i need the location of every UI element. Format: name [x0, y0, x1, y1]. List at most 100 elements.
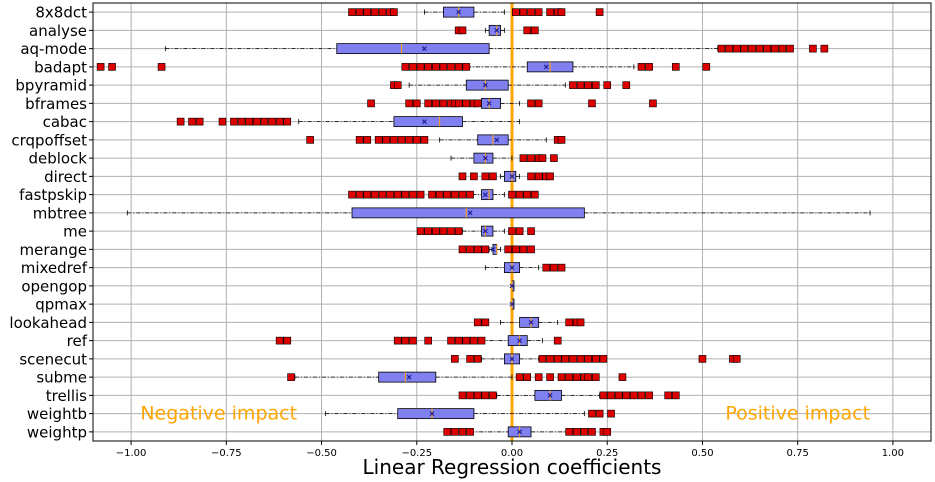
- box-group-trellis: [458, 389, 680, 401]
- box-group-mbtree: [126, 207, 871, 219]
- y-tick-label: direct: [44, 168, 87, 186]
- outlier-point: [393, 81, 402, 89]
- outlier-point: [515, 190, 524, 199]
- outlier-point: [424, 227, 433, 235]
- outlier-point: [489, 391, 497, 400]
- outlier-point: [489, 172, 497, 181]
- outlier-point: [473, 99, 482, 108]
- y-tick-label: qpmax: [35, 296, 87, 314]
- outlier-point: [306, 136, 314, 144]
- outlier-point: [447, 336, 455, 345]
- box-group-opengop: [509, 280, 515, 292]
- box-iqr: [481, 97, 501, 109]
- outlier-point: [390, 8, 398, 16]
- outlier-point: [157, 63, 166, 71]
- mean-marker: [517, 338, 523, 344]
- outlier-point: [649, 99, 657, 108]
- outlier-point: [409, 336, 417, 345]
- mean-marker: [421, 119, 427, 125]
- outlier-point: [378, 190, 387, 199]
- y-tick-label: badapt: [34, 58, 87, 76]
- outlier-point: [557, 136, 566, 144]
- outlier-point: [470, 172, 478, 181]
- annotation-label: Negative impact: [140, 403, 297, 425]
- outlier-point: [268, 117, 276, 126]
- box-iqr: [507, 335, 528, 347]
- box-iqr: [465, 79, 509, 91]
- outlier-point: [732, 355, 741, 363]
- y-tick-label: trellis: [46, 387, 87, 405]
- outlier-point: [355, 136, 364, 144]
- mean-marker: [509, 265, 515, 271]
- outlier-point: [603, 428, 612, 436]
- outlier-point: [508, 227, 516, 235]
- outlier-point: [565, 373, 573, 381]
- outlier-point: [188, 117, 196, 126]
- outlier-point: [473, 245, 482, 254]
- outlier-point: [412, 136, 421, 144]
- outlier-point: [424, 63, 433, 71]
- box-group-ref: [275, 335, 562, 347]
- outlier-point: [637, 391, 646, 400]
- box-group-deblock: [450, 152, 558, 164]
- box-group-subme: [287, 371, 627, 383]
- outlier-point: [546, 355, 554, 363]
- outlier-point: [637, 63, 646, 71]
- outlier-point: [283, 336, 292, 345]
- outlier-point: [584, 81, 592, 89]
- y-tick-label: opengop: [21, 277, 87, 295]
- outlier-point: [584, 355, 592, 363]
- mean-marker: [528, 319, 534, 325]
- y-tick-label: cabac: [43, 113, 87, 131]
- outlier-point: [363, 8, 372, 16]
- outlier-point: [820, 44, 829, 53]
- outlier-point: [599, 355, 608, 363]
- outlier-point: [591, 373, 600, 381]
- outlier-point: [481, 318, 490, 327]
- outlier-point: [740, 44, 749, 53]
- box-iqr: [534, 389, 562, 401]
- outlier-point: [371, 8, 379, 16]
- outlier-point: [550, 263, 558, 272]
- box-group-8x8dct: [348, 6, 604, 18]
- outlier-point: [390, 136, 398, 144]
- mean-marker: [467, 210, 473, 216]
- outlier-point: [348, 8, 356, 16]
- outlier-point: [618, 373, 627, 381]
- box-group-direct: [458, 170, 554, 182]
- outlier-point: [580, 428, 589, 436]
- box-iqr: [481, 189, 494, 201]
- outlier-point: [591, 81, 600, 89]
- box-iqr: [519, 316, 540, 328]
- outlier-point: [717, 44, 726, 53]
- outlier-point: [557, 263, 566, 272]
- box-iqr: [481, 225, 494, 237]
- outlier-point: [401, 190, 410, 199]
- outlier-point: [473, 318, 482, 327]
- x-tick-label: 0.00: [501, 448, 523, 459]
- x-tick-label: 0.25: [596, 448, 618, 459]
- outlier-point: [515, 373, 524, 381]
- outlier-point: [96, 63, 105, 71]
- outlier-point: [531, 26, 539, 35]
- outlier-point: [466, 428, 474, 436]
- outlier-point: [466, 391, 474, 400]
- box-group-merange: [458, 243, 535, 255]
- outlier-point: [443, 190, 452, 199]
- outlier-point: [546, 8, 554, 16]
- outlier-point: [572, 373, 581, 381]
- y-tick-label: scenecut: [19, 350, 87, 368]
- y-tick-label: weightp: [27, 423, 87, 441]
- outlier-point: [371, 190, 379, 199]
- box-group-mixedref: [484, 262, 566, 274]
- outlier-point: [512, 8, 520, 16]
- outlier-point: [260, 117, 269, 126]
- y-tick-label: subme: [36, 369, 87, 387]
- outlier-point: [473, 391, 482, 400]
- outlier-point: [108, 63, 116, 71]
- mean-marker: [509, 301, 515, 307]
- outlier-point: [630, 391, 638, 400]
- x-tick-label: −1.00: [116, 448, 147, 459]
- outlier-point: [454, 336, 463, 345]
- box-group-fastpskip: [348, 189, 539, 201]
